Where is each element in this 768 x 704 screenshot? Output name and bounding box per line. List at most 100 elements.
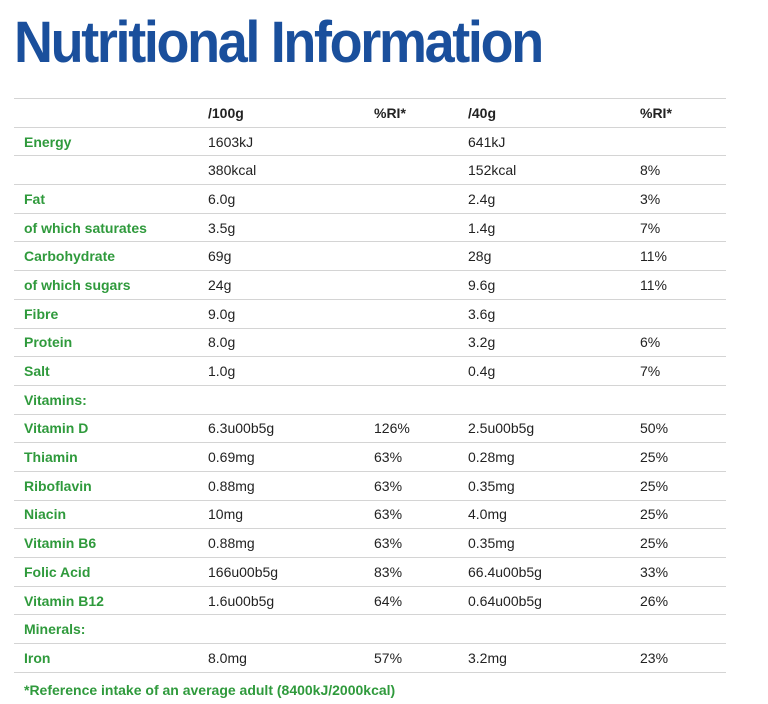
value-per-100g: 6.0g [208, 190, 236, 207]
value-per-100g: 0.69mg [208, 449, 255, 466]
table-row: Salt 1.0g 0.4g 7% [14, 357, 726, 386]
table-row: of which sugars 24g 9.6g 11% [14, 271, 726, 300]
nutrition-table: /100g %RI* /40g %RI* Energy 1603kJ 641kJ 38… [14, 98, 726, 673]
value-per-40g: 66.4u00b5g [468, 563, 542, 580]
ri-per-40g: 33% [640, 563, 669, 580]
table-row: of which saturates 3.5g 1.4g 7% [14, 214, 726, 243]
table-row: Energy 1603kJ 641kJ [14, 128, 726, 157]
value-per-100g: 6.3u00b5g [208, 420, 275, 437]
value-per-100g: 8.0g [208, 334, 236, 351]
ri-per-40g: 11% [640, 276, 667, 293]
table-row: Minerals: [14, 615, 726, 645]
table-row: Riboflavin 0.88mg 63% 0.35mg 25% [14, 472, 726, 501]
table-top-rule [14, 98, 726, 99]
table-row: Vitamin B6 0.88mg 63% 0.35mg 25% [14, 529, 726, 558]
ri-per-100g: 57% [374, 649, 403, 666]
ri-per-100g: 126% [374, 420, 410, 437]
value-per-40g: 0.64u00b5g [468, 592, 542, 609]
header-per-100g: /100g [208, 104, 244, 121]
table-row: Fibre 9.0g 3.6g [14, 300, 726, 329]
ri-per-100g: 63% [374, 535, 403, 552]
value-per-40g: 0.28mg [468, 449, 515, 466]
nutrient-name: Energy [24, 133, 72, 150]
value-per-100g: 24g [208, 276, 232, 293]
value-per-100g: 0.88mg [208, 535, 255, 552]
nutrient-name: Niacin [24, 506, 67, 523]
nutrient-name: Thiamin [24, 449, 78, 466]
value-per-40g: 3.2mg [468, 649, 507, 666]
ri-per-40g: 25% [640, 477, 669, 494]
value-per-100g: 1603kJ [208, 133, 254, 150]
nutrient-name: Minerals: [24, 621, 86, 638]
page-title: Nutritional Information [14, 10, 544, 75]
ri-per-100g: 83% [374, 563, 403, 580]
value-per-100g: 69g [208, 248, 232, 265]
nutrient-name: Vitamins: [24, 391, 87, 408]
value-per-40g: 3.2g [468, 334, 496, 351]
table-row: Vitamins: [14, 386, 726, 415]
value-per-40g: 1.4g [468, 219, 496, 236]
table-row: Iron 8.0mg 57% 3.2mg 23% [14, 644, 726, 673]
ri-per-40g: 7% [640, 363, 661, 380]
ri-per-100g: 63% [374, 449, 403, 466]
nutrient-name: of which saturates [24, 219, 147, 236]
nutrient-name: Vitamin D [24, 420, 89, 437]
ri-per-40g: 50% [640, 420, 669, 437]
header-per-40g: /40g [468, 104, 497, 121]
nutrient-name: Vitamin B6 [24, 535, 97, 552]
table-row: Protein 8.0g 3.2g 6% [14, 329, 726, 358]
value-per-100g: 3.5g [208, 219, 236, 236]
value-per-40g: 9.6g [468, 276, 496, 293]
ri-per-40g: 23% [640, 649, 669, 666]
nutrient-name: Fibre [24, 305, 59, 322]
value-per-100g: 9.0g [208, 305, 236, 322]
nutrient-name: Folic Acid [24, 563, 91, 580]
value-per-100g: 8.0mg [208, 649, 247, 666]
value-per-100g: 1.0g [208, 363, 236, 380]
value-per-100g: 1.6u00b5g [208, 592, 275, 609]
header-ri-100g: %RI* [374, 104, 406, 121]
table-row: Fat 6.0g 2.4g 3% [14, 185, 726, 214]
ri-per-40g: 25% [640, 506, 669, 523]
nutrient-name: Carbohydrate [24, 248, 116, 265]
table-header-row: /100g %RI* /40g %RI* [14, 99, 726, 128]
value-per-40g: 4.0mg [468, 506, 507, 523]
nutrient-name: Riboflavin [24, 477, 92, 494]
table-row: Niacin 10mg 63% 4.0mg 25% [14, 501, 726, 530]
value-per-40g: 0.35mg [468, 535, 515, 552]
nutrient-name: Iron [24, 649, 51, 666]
value-per-40g: 2.5u00b5g [468, 420, 535, 437]
value-per-100g: 10mg [208, 506, 244, 523]
value-per-100g: 380kcal [208, 162, 257, 179]
ri-per-100g: 64% [374, 592, 403, 609]
table-row: Folic Acid 166u00b5g 83% 66.4u00b5g 33% [14, 558, 726, 587]
value-per-40g: 0.4g [468, 363, 496, 380]
nutrient-name: Vitamin B12 [24, 592, 104, 609]
ri-per-40g: 25% [640, 535, 669, 552]
ri-per-40g: 26% [640, 592, 669, 609]
table-row: 380kcal 152kcal 8% [14, 156, 726, 186]
table-row: Vitamin B12 1.6u00b5g 64% 0.64u00b5g 26% [14, 587, 726, 616]
table-row: Vitamin D 6.3u00b5g 126% 2.5u00b5g 50% [14, 415, 726, 444]
ri-per-40g: 3% [640, 190, 661, 207]
ri-per-40g: 6% [640, 334, 661, 351]
table-row: Thiamin 0.69mg 63% 0.28mg 25% [14, 443, 726, 472]
nutrient-name: Fat [24, 190, 45, 207]
table-row: Carbohydrate 69g 28g 11% [14, 242, 726, 272]
value-per-40g: 28g [468, 248, 492, 265]
value-per-40g: 0.35mg [468, 477, 515, 494]
table-body: Energy 1603kJ 641kJ 380kcal 152kcal 8% Fat 6.0g… [14, 128, 726, 673]
header-ri-40g: %RI* [640, 104, 672, 121]
value-per-100g: 166u00b5g [208, 563, 279, 580]
footnote: *Reference intake of an average adult (8… [24, 682, 396, 698]
nutrient-name: Salt [24, 363, 50, 380]
value-per-40g: 641kJ [468, 133, 506, 150]
value-per-40g: 2.4g [468, 190, 496, 207]
ri-per-100g: 63% [374, 506, 403, 523]
ri-per-40g: 11% [640, 248, 667, 265]
nutrient-name: Protein [24, 334, 73, 351]
ri-per-40g: 7% [640, 219, 661, 236]
value-per-100g: 0.88mg [208, 477, 255, 494]
ri-per-40g: 8% [640, 162, 661, 179]
nutrient-name: of which sugars [24, 276, 131, 293]
